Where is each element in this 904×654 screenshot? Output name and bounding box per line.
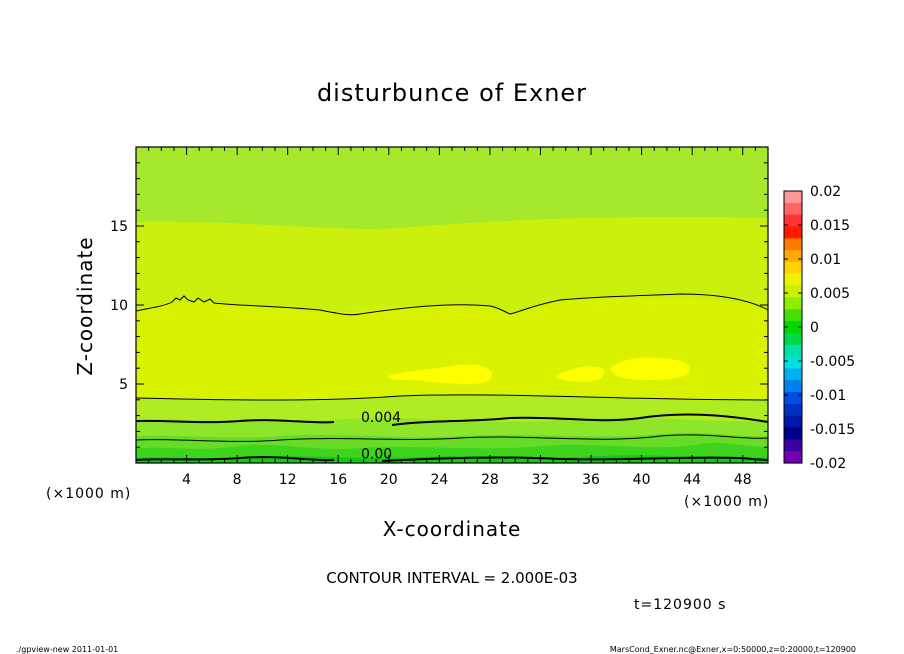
chart-title: disturbunce of Exner (317, 79, 587, 107)
contour-label: 0.004 (361, 410, 401, 426)
contour-line (136, 293, 768, 316)
contour-interval-text: CONTOUR INTERVAL = 2.000E-03 (326, 569, 577, 587)
colorbar-swatch (784, 261, 802, 275)
y-axis-label: Z-coordinate (73, 236, 97, 375)
colorbar-tick-label: -0.005 (810, 354, 855, 370)
colorbar-swatch (784, 332, 802, 346)
contour-line (136, 413, 768, 426)
footer-left: ./gpview-new 2011-01-01 (16, 645, 118, 654)
y-tick-label: 15 (110, 219, 128, 235)
contour-lines (136, 293, 768, 462)
x-tick-label: 44 (683, 472, 701, 488)
colorbar-swatch (784, 344, 802, 358)
contour-line (136, 434, 768, 442)
colorbar: 0.02 0.015 0.01 0.005 0 -0.005 -0.01 -0.015 -0.0… (783, 184, 855, 472)
colorbar-swatch (784, 285, 802, 299)
patch-yellow (556, 366, 605, 382)
footer-right: MarsCond_Exner.nc@Exner,x=0:50000,z=0:20… (610, 645, 856, 654)
colorbar-tick-label: 0.015 (810, 218, 850, 234)
colorbar-swatch (784, 415, 802, 429)
x-axis: 4 8 12 16 20 24 28 32 36 40 44 48 (148, 147, 756, 488)
colorbar-swatch (784, 392, 802, 405)
patch-yellow (388, 364, 492, 384)
time-label: t=120900 s (634, 597, 726, 613)
colorbar-tick-label: 0.01 (810, 252, 841, 268)
x-axis-label: X-coordinate (383, 517, 522, 541)
y-axis: 5 10 15 (110, 162, 768, 448)
x-tick-label: 28 (481, 472, 499, 488)
colorbar-tick-label: 0 (810, 320, 819, 336)
x-tick-label: 4 (182, 472, 191, 488)
x-unit-label: (×1000 m) (46, 486, 131, 502)
colorbar-swatch (784, 214, 802, 228)
x-tick-label: 16 (329, 472, 347, 488)
colorbar-swatch (784, 321, 802, 334)
colorbar-tick-label: -0.015 (810, 422, 855, 438)
colorbar-swatch (784, 439, 802, 452)
y-tick-label: 10 (110, 298, 128, 314)
patch-yellow (610, 357, 690, 380)
colorbar-swatch (784, 226, 802, 239)
x-tick-label: 36 (582, 472, 600, 488)
colorbar-tick-label: -0.02 (810, 456, 846, 472)
x-tick-label: 20 (380, 472, 398, 488)
colorbar-swatch (784, 380, 802, 393)
colorbar-swatch (784, 273, 802, 287)
y-tick-label: 5 (119, 377, 128, 393)
colorbar-swatch (784, 356, 802, 369)
colorbar-swatch (784, 202, 802, 216)
colorbar-swatch (784, 309, 802, 322)
colorbar-swatch (784, 427, 802, 440)
colorbar-swatch (784, 451, 802, 464)
contour-line (136, 456, 768, 462)
x-tick-label: 48 (734, 472, 752, 488)
x-tick-label: 40 (633, 472, 651, 488)
colorbar-tick-label: -0.01 (810, 388, 846, 404)
colorbar-swatch (784, 297, 802, 310)
contour-label: 0.00 (361, 446, 392, 462)
colorbar-swatch (784, 403, 802, 417)
colorbar-tick-label: 0.02 (810, 184, 841, 200)
colorbar-swatch (784, 238, 802, 251)
x-tick-label: 12 (279, 472, 297, 488)
colorbar-swatch (784, 191, 802, 204)
colorbar-tick-label: 0.005 (810, 286, 850, 302)
x-unit-label-right: (×1000 m) (684, 494, 769, 510)
plot-area (136, 147, 768, 463)
contour-labels: 0.004 0.00 (361, 410, 401, 462)
x-tick-label: 32 (532, 472, 550, 488)
colorbar-swatch (784, 250, 802, 263)
colorbar-swatch (784, 368, 802, 381)
contour-line (136, 394, 768, 401)
x-tick-label: 8 (233, 472, 242, 488)
x-tick-label: 24 (430, 472, 448, 488)
